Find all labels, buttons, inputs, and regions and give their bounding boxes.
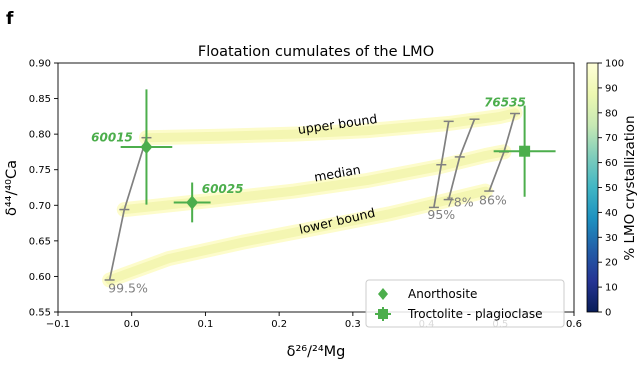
crystallization-label: 78% <box>446 194 474 209</box>
legend-troctolite-marker <box>378 309 388 319</box>
legend-label: Anorthosite <box>408 287 477 301</box>
bands-layer <box>102 105 523 288</box>
colorbar-tick-label: 70 <box>605 133 618 144</box>
x-tick-label: −0.1 <box>46 319 70 330</box>
legend-anorthosite-marker <box>378 288 388 300</box>
y-axis: 0.55 0.60 0.65 0.70 0.75 0.80 0.85 0.90 <box>29 59 58 319</box>
y-axis-label: δ⁴⁴/⁴⁰Ca <box>4 160 20 216</box>
x-tick-label: 0.0 <box>124 319 140 330</box>
y-tick-label: 0.90 <box>29 59 51 70</box>
colorbar-tick-label: 100 <box>605 59 624 70</box>
sample-label: 76535 <box>484 95 526 109</box>
colorbar-label: % LMO crystallization <box>622 115 638 260</box>
y-tick-label: 0.70 <box>29 201 51 212</box>
crystallization-lines-layer: 99.5% 95%78% 86% <box>104 112 521 296</box>
crystallization-label: 95% <box>427 207 455 222</box>
panel-label: f <box>6 9 14 29</box>
band-label: lower bound <box>298 205 377 237</box>
band-core <box>142 108 520 143</box>
anorthosite-point <box>186 195 199 210</box>
x-tick-label: 0.3 <box>345 319 361 330</box>
legend: Anorthosite Troctolite - plagioclase <box>365 279 565 328</box>
colorbar-tick-label: 60 <box>605 158 618 169</box>
colorbar-tick-label: 90 <box>605 83 618 94</box>
points-layer: 60015 60025 76535 <box>91 89 556 223</box>
sample-label: 60025 <box>202 182 244 196</box>
x-tick-label: 0.1 <box>197 319 213 330</box>
crystallization-label: 99.5% <box>108 281 148 296</box>
x-tick-label: 0.2 <box>271 319 287 330</box>
band-0 <box>139 105 523 146</box>
anorthosite-point <box>140 139 153 154</box>
colorbar-tick-label: 30 <box>605 233 618 244</box>
x-axis-label: δ²⁶/²⁴Mg <box>287 344 346 360</box>
colorbar-ticks: 0 10 20 30 40 50 60 70 80 90 100 <box>598 59 624 319</box>
y-tick-label: 0.75 <box>29 165 51 176</box>
troctolite-point <box>519 145 531 157</box>
y-tick-label: 0.85 <box>29 94 51 105</box>
plot-frame <box>57 62 575 313</box>
colorbar-tick-label: 80 <box>605 108 618 119</box>
band-core <box>105 186 490 285</box>
band-core <box>119 147 509 215</box>
legend-box <box>365 279 565 328</box>
band-2 <box>102 183 493 288</box>
band-1 <box>116 144 512 218</box>
y-tick-label: 0.80 <box>29 130 51 141</box>
x-tick-label: 0.6 <box>566 319 582 330</box>
colorbar-tick-label: 50 <box>605 183 618 194</box>
y-tick-label: 0.55 <box>29 308 51 319</box>
crystallization-label: 86% <box>479 192 507 207</box>
colorbar-tick-label: 0 <box>605 308 611 319</box>
colorbar-tick-label: 40 <box>605 208 618 219</box>
colorbar-tick-label: 20 <box>605 258 618 269</box>
legend-label: Troctolite - plagioclase <box>407 307 542 321</box>
colorbar <box>586 62 599 313</box>
colorbar-tick-label: 10 <box>605 283 618 294</box>
y-tick-label: 0.60 <box>29 272 51 283</box>
y-tick-label: 0.65 <box>29 236 51 247</box>
sample-label: 60015 <box>91 130 133 144</box>
chart-title: Floatation cumulates of the LMO <box>198 44 434 60</box>
